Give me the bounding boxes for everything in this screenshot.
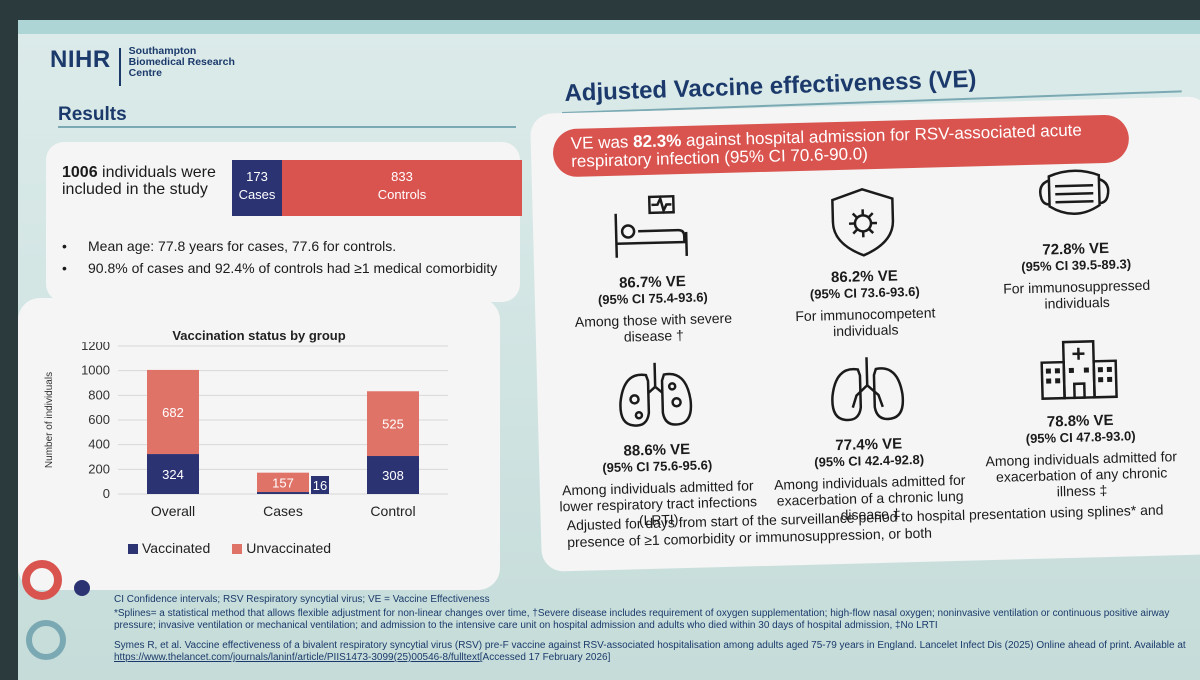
vaccination-chart: 0 200 400 600 800 1000 1200 Number of individua… — [44, 342, 448, 519]
face-mask-icon — [1038, 169, 1110, 216]
ve-cell-immunocompetent: 86.2% VE (95% CI 73.6-93.6) For immunoco… — [762, 185, 966, 341]
ve-desc: Among individuals admitted for exacerbat… — [985, 448, 1178, 500]
results-divider — [58, 126, 516, 128]
ve-desc: For immunocompetent individuals — [795, 304, 936, 340]
bar-unvaccinated — [147, 369, 199, 455]
lungs-icon — [831, 357, 905, 422]
data-label-bg — [311, 476, 329, 494]
legend-unvaccinated: Unvaccinated — [232, 540, 331, 556]
ve-desc: For immunosuppressed individuals — [1002, 276, 1151, 312]
data-label: 308 — [382, 468, 404, 483]
data-label: 525 — [382, 417, 404, 432]
decorative-circle — [26, 620, 66, 660]
reference-accessed: [Accessed 17 February 2026] — [479, 652, 611, 663]
bar-vaccinated — [257, 492, 309, 494]
cases-label: Cases — [238, 187, 276, 202]
ve-cell-immunosuppressed: 72.8% VE (95% CI 39.5-89.3) For immunosu… — [973, 157, 1177, 313]
legend-swatch — [232, 544, 243, 555]
x-tick-label: Cases — [263, 503, 303, 519]
logo-subtitle: Southampton Biomedical Research Centre — [129, 46, 235, 79]
logo-sub-line: Southampton — [128, 45, 197, 57]
legend-vaccinated: Vaccinated — [128, 540, 210, 556]
chart-legend: Vaccinated Unvaccinated — [128, 540, 331, 556]
decorative-circle — [22, 560, 62, 600]
ve-card: VE was 82.3% against hospital admission … — [530, 96, 1200, 572]
ve-cell-chronic-illness: 78.8% VE (95% CI 47.8-93.0) Among indivi… — [978, 329, 1182, 501]
reference-text: Symes R, et al. Vaccine effectiveness of… — [114, 640, 1186, 651]
participants-card: 1006 individuals were included in the st… — [46, 142, 522, 302]
logo-sub-line: Biomedical Research — [128, 56, 235, 68]
participants-label: individuals were included in the study — [62, 164, 216, 198]
legend-label: Vaccinated — [142, 540, 211, 556]
data-label: 682 — [162, 405, 184, 420]
chart-title: Vaccination status by group — [172, 328, 346, 343]
y-tick-label: 1200 — [81, 342, 110, 353]
participant-count: 1006 — [62, 164, 98, 181]
x-tick-label: Overall — [151, 503, 195, 519]
controls-segment: 833 Controls — [282, 160, 522, 216]
y-tick-label: 1000 — [81, 363, 110, 378]
y-tick-label: 600 — [88, 412, 110, 427]
slide: NIHR Southampton Biomedical Research Cen… — [18, 20, 1200, 680]
y-tick-label: 800 — [88, 387, 110, 402]
footnote-notes: *Splines= a statistical method that allo… — [114, 608, 1170, 631]
y-tick-label: 0 — [103, 486, 110, 501]
top-bar — [18, 20, 1200, 34]
bar-unvaccinated — [367, 391, 419, 457]
bullet-item: 90.8% of cases and 92.4% of controls had… — [58, 260, 498, 276]
y-tick-label: 400 — [88, 437, 110, 452]
results-title: Results — [58, 104, 127, 125]
logo-sub-line: Centre — [128, 67, 162, 79]
data-label: 324 — [162, 467, 184, 482]
shield-virus-icon — [831, 188, 895, 257]
controls-value: 833 — [391, 169, 413, 184]
logo-main: NIHR — [50, 46, 111, 73]
logo-divider — [118, 48, 121, 86]
bar-vaccinated — [367, 456, 419, 494]
footnotes: CI Confidence intervals; RSV Respiratory… — [114, 594, 1194, 666]
data-label: 16 — [313, 478, 327, 493]
cases-value: 173 — [246, 169, 268, 184]
ve-cell-severe: 86.7% VE (95% CI 75.4-93.6) Among those … — [550, 190, 754, 346]
ve-cell-lrti: 88.6% VE (95% CI 75.6-95.6) Among indivi… — [555, 358, 759, 530]
controls-label: Controls — [377, 187, 427, 202]
bar-unvaccinated — [257, 472, 309, 493]
hospital-bed-icon — [614, 194, 689, 258]
legend-swatch — [128, 544, 138, 555]
chart-card: Vaccination status by group 0 200 400 600 80… — [18, 298, 500, 590]
data-label: 157 — [272, 475, 294, 490]
legend-label: Unvaccinated — [246, 540, 332, 556]
ve-cell-chronic-lung: 77.4% VE (95% CI 42.4-92.8) Among indivi… — [766, 353, 970, 525]
participants-text: 1006 individuals were included in the st… — [62, 164, 222, 198]
cases-segment: 173 Cases — [232, 160, 282, 216]
y-axis-label: Number of individuals — [44, 372, 55, 468]
results-bullets: Mean age: 77.8 years for cases, 77.6 for… — [58, 238, 498, 282]
participants-bar: 173 Cases 833 Controls — [232, 160, 522, 216]
decorative-dot — [74, 580, 90, 596]
reference: Symes R, et al. Vaccine effectiveness of… — [114, 640, 1194, 664]
bar-vaccinated — [147, 454, 199, 494]
bullet-item: Mean age: 77.8 years for cases, 77.6 for… — [58, 238, 498, 254]
x-tick-label: Control — [370, 503, 415, 519]
nihr-logo: NIHR Southampton Biomedical Research Cen… — [50, 46, 235, 86]
abbreviations: CI Confidence intervals; RSV Respiratory… — [114, 594, 490, 605]
ve-desc: Among those with severe disease † — [574, 309, 733, 345]
reference-link[interactable]: https://www.thelancet.com/journals/lanin… — [114, 652, 480, 663]
infected-lungs-icon — [619, 362, 693, 427]
hospital-building-icon — [1040, 340, 1118, 400]
y-tick-label: 200 — [88, 461, 110, 476]
